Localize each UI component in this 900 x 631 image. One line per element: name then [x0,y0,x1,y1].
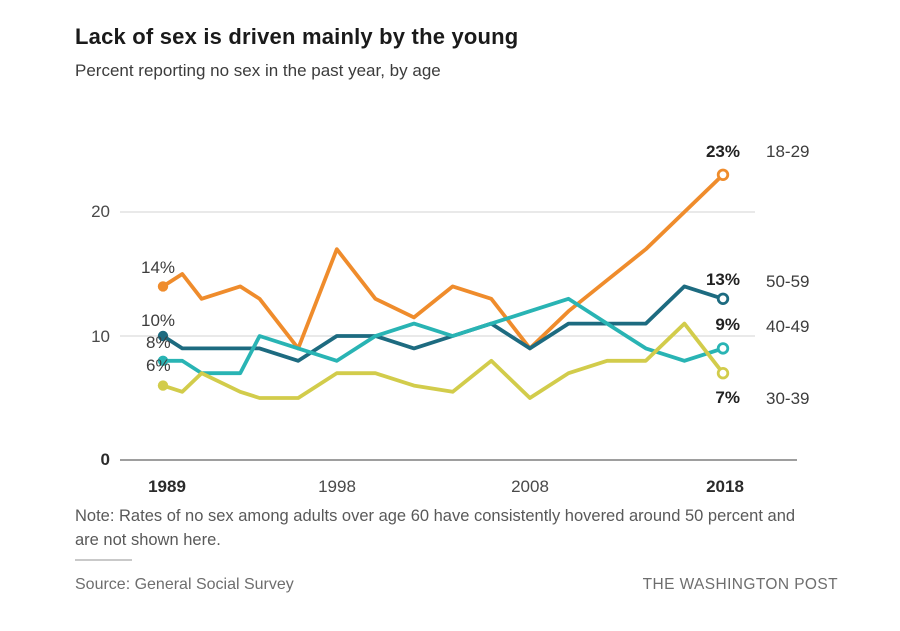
start-dot-40-49 [157,355,169,366]
chart-subtitle: Percent reporting no sex in the past yea… [75,61,441,80]
y-tick-10: 10 [91,327,110,346]
legend-40-49: 40-49 [766,317,810,336]
end-dot-40-49 [716,342,730,355]
x-tick-2018: 2018 [706,477,744,496]
x-tick-2008: 2008 [511,477,549,496]
y-tick-20: 20 [91,202,110,221]
end-dot-18-29 [716,168,730,182]
publisher-credit: THE WASHINGTON POST [642,576,838,593]
start-value-50-59: 10% [141,311,176,330]
end-value-50-59: 13% [705,270,740,289]
start-value-40-49: 8% [146,333,171,352]
end-value-30-39: 7% [715,388,740,407]
end-dot-50-59 [716,292,730,306]
start-dot-18-29 [157,281,169,292]
end-dot-30-39 [716,367,730,380]
start-value-18-29: 14% [141,258,176,277]
legend-30-39: 30-39 [766,389,810,408]
x-tick-1989: 1989 [148,477,186,496]
start-value-30-39: 6% [146,356,171,375]
start-dot-50-59 [157,330,169,342]
end-value-40-49: 9% [715,315,740,334]
legend-50-59: 50-59 [766,272,810,291]
line-18-29 [161,172,725,351]
line-30-39 [161,321,725,400]
chart-note: Note: Rates of no sex among adults over … [75,507,796,549]
line-40-49 [161,296,725,376]
end-value-18-29: 23% [705,142,740,161]
line-50-59 [161,284,725,363]
page-title: Lack of sex is driven mainly by the youn… [75,24,519,49]
footer-divider [75,559,132,561]
start-dot-30-39 [157,380,169,391]
source-label: Source: General Social Survey [75,576,294,593]
y-tick-0: 0 [100,450,110,469]
legend-18-29: 18-29 [766,142,810,161]
x-tick-1998: 1998 [318,477,356,496]
